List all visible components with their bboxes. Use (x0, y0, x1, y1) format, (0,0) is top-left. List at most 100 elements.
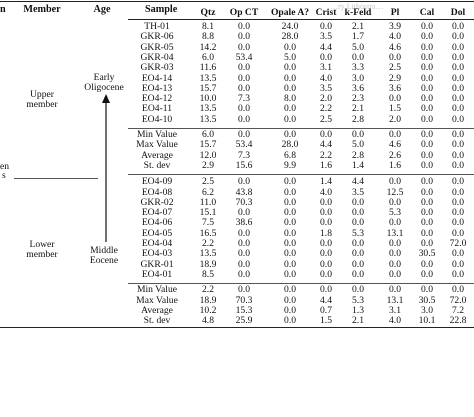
value-cell: 0.0 (421, 196, 433, 208)
value-cell: 0.0 (452, 139, 464, 151)
value-cell: 0.0 (284, 217, 296, 229)
arrow-up-icon (102, 94, 110, 242)
value-cell: 0.0 (421, 149, 433, 161)
value-cell: 0.0 (238, 129, 250, 140)
value-cell: 0.0 (452, 159, 464, 171)
header-member: Member (23, 4, 61, 15)
stat-label: Min Value (136, 284, 178, 296)
value-cell: 4.0 (389, 31, 401, 43)
value-cell: 0.0 (421, 139, 433, 151)
value-cell: 18.9 (199, 258, 217, 270)
value-cell: 0.0 (421, 238, 433, 249)
upper-age-label: Early Oligocene (84, 72, 124, 93)
value-cell: 0.0 (238, 207, 250, 219)
value-cell: 1.5 (389, 103, 401, 115)
value-cell: 0.0 (452, 72, 464, 84)
column-header-k-feld: k-Feld (344, 7, 372, 18)
value-cell: 0.0 (421, 103, 433, 115)
value-cell: 0.0 (238, 31, 250, 43)
value-cell: 0.0 (284, 258, 296, 270)
value-cell: 2.2 (202, 284, 214, 296)
value-cell: 0.0 (352, 258, 364, 270)
value-cell: 0.0 (284, 176, 296, 188)
value-cell: 0.0 (452, 284, 464, 296)
value-cell: 5.3 (389, 207, 401, 219)
value-cell: 2.9 (202, 159, 214, 171)
value-cell: 13.1 (386, 227, 404, 239)
value-cell: 0.0 (389, 217, 401, 229)
value-cell: 0.0 (238, 176, 250, 188)
stat-label: St. dev (143, 159, 171, 171)
lower-age-label: Middle Eocene (89, 245, 119, 266)
value-cell: 6.0 (202, 129, 214, 140)
value-cell: 3.1 (389, 304, 401, 316)
value-cell: 0.0 (421, 207, 433, 219)
value-cell: 0.0 (421, 176, 433, 188)
top-rule (0, 1, 474, 2)
value-cell: 0.0 (389, 196, 401, 208)
value-cell: 2.8 (352, 149, 364, 161)
value-cell: 38.6 (235, 217, 253, 229)
value-cell: 0.0 (284, 82, 296, 94)
value-cell: 3.5 (352, 186, 364, 198)
value-cell: 0.0 (452, 196, 464, 208)
value-cell: 0.0 (284, 186, 296, 198)
sample-id: EO4-03 (141, 248, 173, 260)
value-cell: 13.5 (199, 113, 217, 125)
value-cell: 0.0 (389, 268, 401, 280)
value-cell: 2.2 (320, 103, 332, 115)
value-cell: 0.0 (452, 103, 464, 115)
value-cell: 0.0 (352, 268, 364, 280)
value-cell: 13.5 (199, 248, 217, 260)
value-cell: 0.0 (421, 284, 433, 296)
value-cell: 72.0 (449, 238, 467, 249)
value-cell: 0.0 (284, 304, 296, 316)
sample-id: EO4-06 (141, 217, 173, 229)
value-cell: 0.0 (389, 258, 401, 270)
value-cell: 0.0 (352, 207, 364, 219)
column-header-qtz: Qtz (200, 7, 216, 18)
value-cell: 0.0 (284, 62, 296, 74)
value-cell: 0.0 (452, 41, 464, 53)
value-cell: 0.0 (238, 248, 250, 260)
value-cell: 2.1 (352, 21, 364, 32)
header-age: Age (93, 4, 111, 15)
formation-fragment-1: en (0, 161, 10, 172)
value-cell: 0.0 (421, 93, 433, 105)
value-cell: 0.0 (421, 31, 433, 43)
value-cell: 0.0 (284, 129, 296, 140)
value-cell: 1.6 (389, 159, 401, 171)
header-formation-partial: n (0, 4, 6, 15)
value-cell: 0.0 (421, 82, 433, 94)
value-cell: 0.0 (238, 227, 250, 239)
value-cell: 15.6 (235, 159, 253, 171)
value-cell: 15.1 (199, 207, 217, 219)
value-cell: 0.0 (238, 238, 250, 249)
sample-id: GKR-05 (140, 41, 174, 53)
value-cell: 0.0 (421, 159, 433, 171)
value-cell: 43.8 (235, 186, 253, 198)
value-cell: 0.0 (389, 284, 401, 296)
value-cell: 0.0 (238, 103, 250, 115)
value-cell: 0.0 (284, 113, 296, 125)
column-header-pl: Pl (390, 7, 400, 18)
value-cell: 0.0 (421, 186, 433, 198)
value-cell: 2.8 (352, 113, 364, 125)
lower-member-label: Lower member (26, 239, 58, 260)
value-cell: 12.5 (386, 186, 404, 198)
value-cell: 2.1 (352, 315, 364, 327)
value-cell: 10.1 (418, 315, 436, 327)
value-cell: 2.5 (320, 113, 332, 125)
value-cell: 4.0 (320, 72, 332, 84)
sample-id: EO4-09 (141, 176, 173, 188)
header-sample: Sample (145, 4, 178, 15)
value-cell: 5.3 (352, 294, 364, 306)
value-cell: 0.0 (238, 268, 250, 280)
sample-id: EO4-13 (141, 82, 173, 94)
value-cell: 8.0 (284, 93, 296, 105)
value-cell: 12.0 (199, 149, 217, 161)
value-cell: 1.5 (320, 315, 332, 327)
value-cell: 18.9 (199, 294, 217, 306)
column-header-op-ct: Op CT (229, 7, 259, 18)
value-cell: 15.3 (235, 304, 253, 316)
